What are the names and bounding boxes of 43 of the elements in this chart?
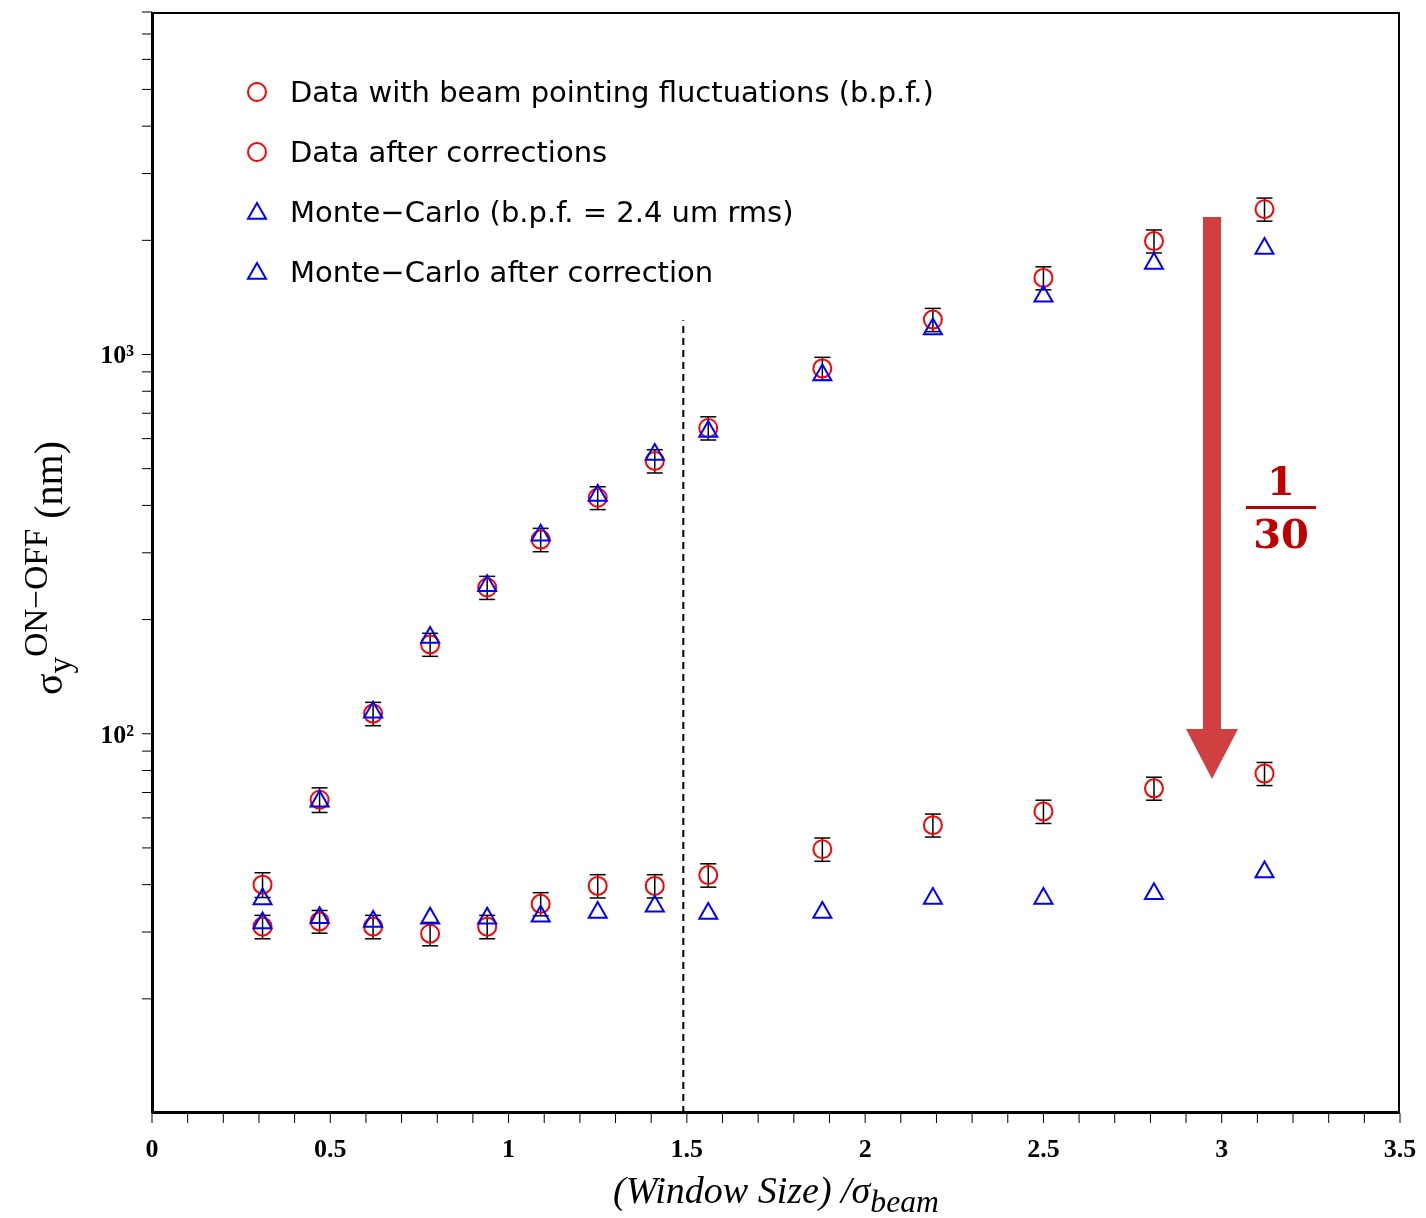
point xyxy=(1143,251,1164,270)
y-tick-label: 10² xyxy=(100,719,135,749)
point xyxy=(252,911,273,930)
x-tick-label: 2 xyxy=(858,1134,872,1163)
point xyxy=(363,700,384,719)
x-tick-label: 1.5 xyxy=(670,1134,704,1163)
point xyxy=(698,901,719,920)
point xyxy=(1033,284,1054,303)
annotation: 1 xyxy=(1267,457,1295,504)
point xyxy=(420,626,441,644)
annotation: 30 xyxy=(1253,510,1309,557)
point xyxy=(530,904,551,923)
x-tick-label: 2.5 xyxy=(1027,1134,1060,1163)
legend-label: Data after corrections xyxy=(290,134,608,171)
y-tick-label: 10³ xyxy=(100,340,135,370)
x-tick-label: 0 xyxy=(145,1134,159,1163)
point xyxy=(812,363,833,382)
point xyxy=(363,909,384,928)
x-tick-label: 3.5 xyxy=(1383,1134,1417,1163)
point xyxy=(477,574,498,592)
legend-label: Monte−Carlo after correction xyxy=(290,254,714,291)
x-axis-title: (Window Size) /σ$_{beam}$ xyxy=(612,1168,940,1218)
legend-label: Data with beam pointing fluctuations (b.p.f.) xyxy=(290,74,934,111)
point xyxy=(587,900,608,919)
x-tick-label: 0.5 xyxy=(314,1134,347,1163)
legend-label: Monte−Carlo (b.p.f. = 2.4 um rms) xyxy=(290,194,794,231)
point xyxy=(309,906,330,925)
x-tick-label: 3 xyxy=(1215,1134,1229,1163)
point xyxy=(587,483,608,502)
point xyxy=(530,523,551,542)
point xyxy=(922,887,943,905)
x-tick-label: 1 xyxy=(502,1134,516,1163)
point xyxy=(1143,882,1164,900)
point xyxy=(644,894,665,913)
point xyxy=(1254,860,1275,879)
point xyxy=(252,887,273,906)
point xyxy=(644,442,665,461)
point xyxy=(1254,237,1275,255)
point xyxy=(922,317,943,336)
point xyxy=(477,906,498,925)
point xyxy=(812,900,833,919)
point xyxy=(420,906,441,925)
point xyxy=(1033,887,1054,905)
